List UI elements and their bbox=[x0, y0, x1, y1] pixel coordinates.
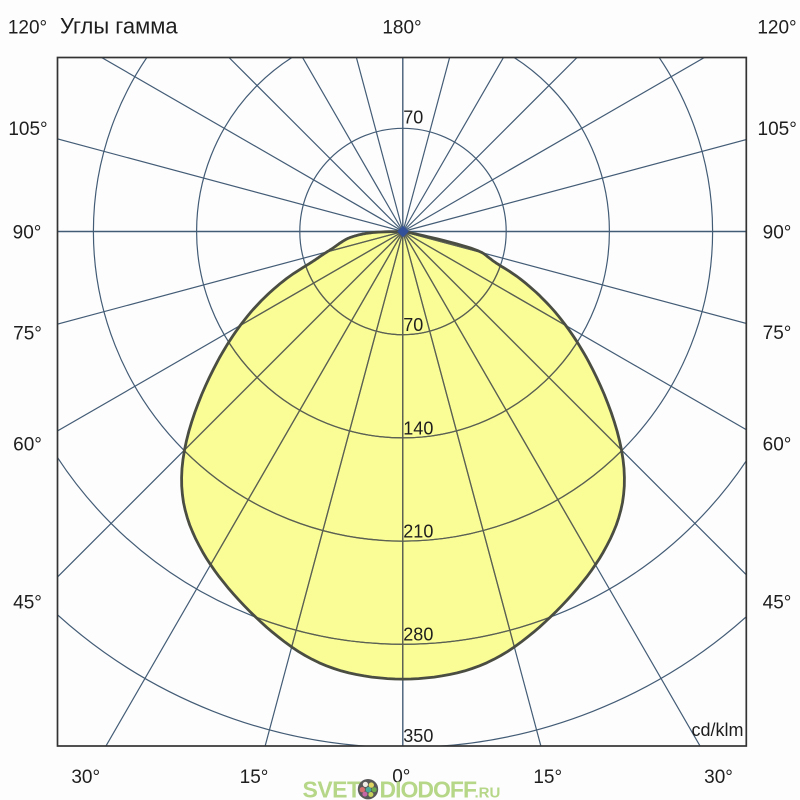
svg-text:350: 350 bbox=[403, 726, 433, 746]
svg-text:45°: 45° bbox=[763, 593, 792, 614]
svg-text:60°: 60° bbox=[763, 435, 792, 456]
svg-text:210: 210 bbox=[403, 522, 433, 542]
svg-text:SVET: SVET bbox=[303, 777, 362, 800]
svg-text:60°: 60° bbox=[13, 435, 42, 456]
svg-text:90°: 90° bbox=[13, 223, 42, 244]
svg-text:140: 140 bbox=[403, 419, 433, 439]
svg-text:75°: 75° bbox=[763, 323, 792, 344]
svg-text:70: 70 bbox=[403, 108, 423, 128]
svg-text:70: 70 bbox=[403, 315, 423, 335]
svg-text:75°: 75° bbox=[13, 324, 42, 345]
svg-text:Углы гамма: Углы гамма bbox=[60, 14, 178, 39]
svg-text:15°: 15° bbox=[240, 767, 269, 788]
svg-text:45°: 45° bbox=[13, 593, 42, 614]
svg-text:280: 280 bbox=[403, 625, 433, 645]
svg-text:120°: 120° bbox=[8, 18, 47, 39]
svg-text:105°: 105° bbox=[8, 119, 47, 140]
svg-text:30°: 30° bbox=[704, 767, 733, 788]
svg-text:180°: 180° bbox=[382, 18, 421, 39]
svg-text:120°: 120° bbox=[757, 18, 796, 39]
svg-text:15°: 15° bbox=[533, 767, 562, 788]
svg-text:cd/klm: cd/klm bbox=[691, 720, 743, 740]
svg-text:0°: 0° bbox=[392, 767, 410, 788]
svg-text:DIODOFF: DIODOFF bbox=[380, 777, 477, 800]
svg-text:30°: 30° bbox=[71, 767, 100, 788]
svg-text:90°: 90° bbox=[763, 223, 792, 244]
svg-text:.RU: .RU bbox=[475, 785, 501, 800]
svg-text:105°: 105° bbox=[758, 119, 797, 140]
